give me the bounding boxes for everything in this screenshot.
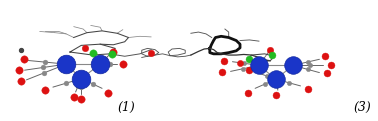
Point bbox=[120, 63, 126, 64]
Point bbox=[63, 82, 69, 84]
Point bbox=[90, 83, 96, 85]
Point bbox=[16, 69, 22, 71]
Point bbox=[221, 60, 227, 61]
Point bbox=[307, 64, 313, 66]
Point bbox=[78, 86, 84, 88]
Point bbox=[148, 52, 154, 54]
Point bbox=[78, 98, 84, 100]
Point bbox=[267, 49, 273, 51]
Point bbox=[237, 62, 243, 64]
Point bbox=[246, 58, 253, 60]
Point bbox=[305, 88, 311, 90]
Point bbox=[269, 54, 275, 56]
Point bbox=[71, 96, 77, 98]
Point bbox=[42, 89, 48, 91]
Point bbox=[246, 69, 253, 71]
Point bbox=[78, 78, 84, 80]
Point bbox=[287, 82, 293, 84]
Text: (3): (3) bbox=[354, 101, 372, 114]
Point bbox=[108, 53, 115, 55]
Point bbox=[110, 51, 116, 53]
Point bbox=[41, 72, 47, 74]
Point bbox=[82, 47, 88, 49]
Point bbox=[245, 92, 251, 94]
Point bbox=[219, 71, 225, 73]
Point bbox=[97, 63, 103, 65]
Point bbox=[102, 58, 108, 60]
Point bbox=[263, 75, 270, 77]
Point bbox=[75, 85, 81, 87]
Point bbox=[107, 63, 113, 65]
Point bbox=[304, 68, 310, 70]
Point bbox=[21, 58, 27, 60]
Point bbox=[240, 68, 246, 70]
Point bbox=[42, 61, 48, 63]
Point bbox=[18, 49, 24, 51]
Point bbox=[40, 66, 46, 68]
Point bbox=[105, 92, 111, 94]
Point bbox=[322, 55, 328, 57]
Point bbox=[18, 80, 24, 82]
Point bbox=[290, 64, 296, 66]
Point bbox=[304, 61, 310, 63]
Point bbox=[328, 64, 334, 66]
Point bbox=[242, 62, 248, 64]
Point bbox=[256, 64, 262, 66]
Point bbox=[273, 94, 279, 96]
Point bbox=[324, 72, 330, 74]
Point bbox=[90, 52, 96, 54]
Point bbox=[262, 83, 268, 85]
Point bbox=[274, 84, 280, 86]
Point bbox=[273, 78, 279, 80]
Point bbox=[63, 63, 69, 65]
Text: (1): (1) bbox=[118, 101, 135, 114]
